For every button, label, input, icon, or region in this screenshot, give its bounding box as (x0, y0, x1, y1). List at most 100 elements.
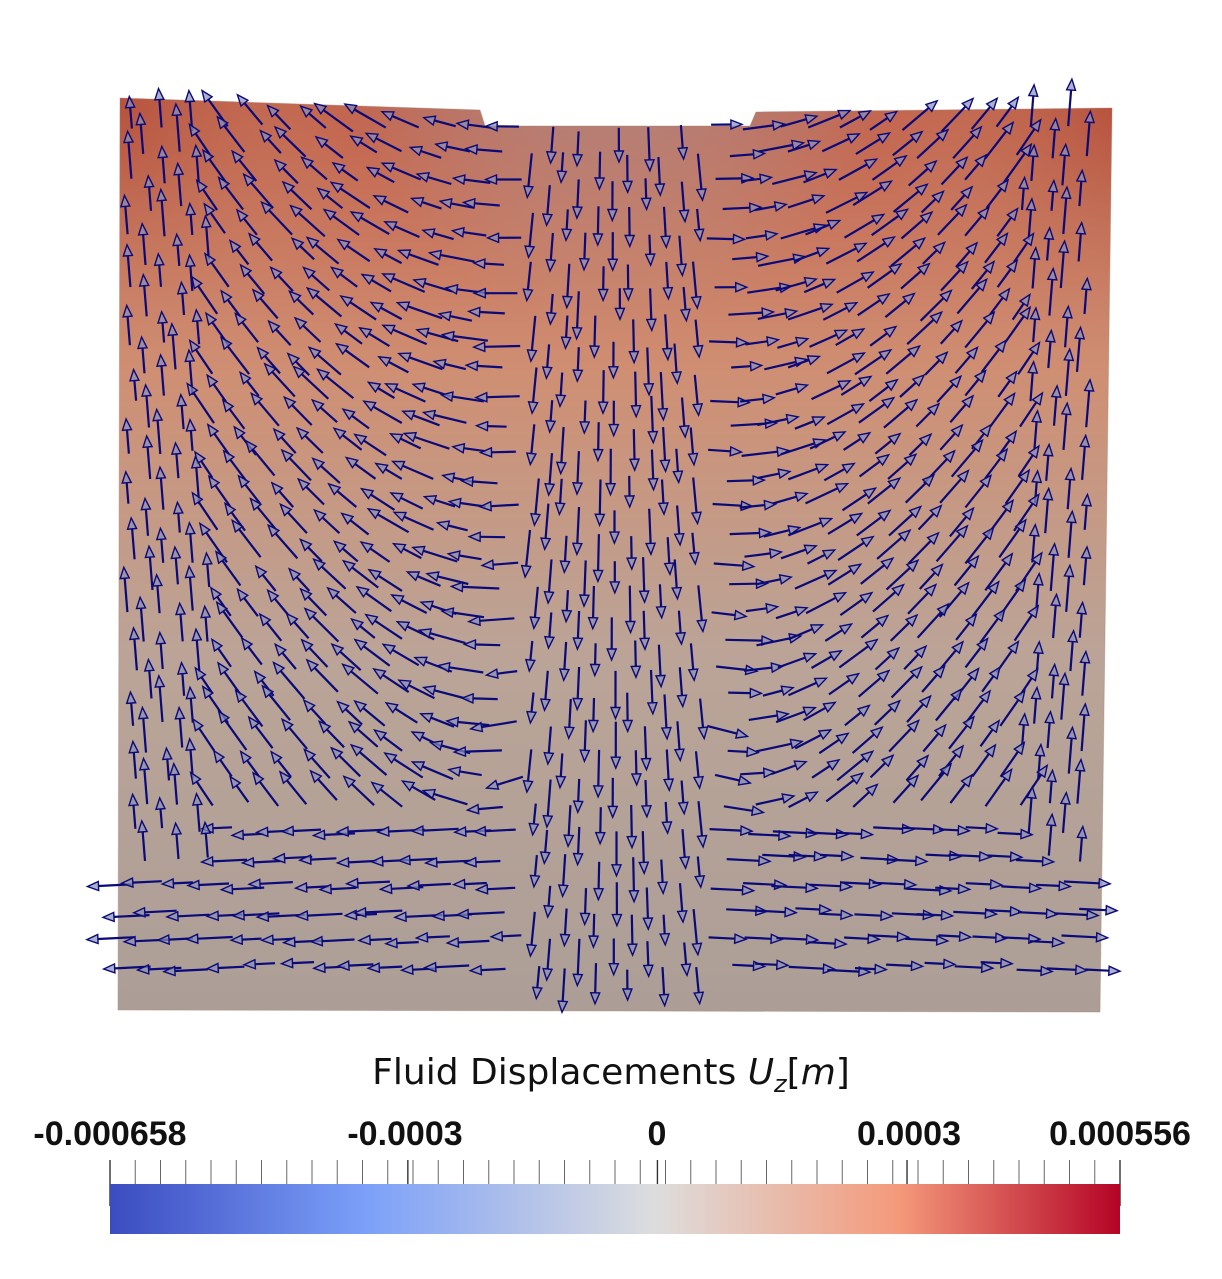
displacement-arrow (288, 290, 315, 316)
displacement-arrow (571, 131, 584, 168)
displacement-arrow (920, 762, 953, 802)
displacement-arrow (357, 934, 392, 946)
displacement-arrow (949, 394, 975, 424)
displacement-arrow (594, 479, 606, 528)
displacement-arrow (571, 507, 583, 557)
displacement-arrow (860, 557, 895, 585)
displacement-arrow (222, 449, 248, 482)
displacement-arrow (559, 908, 571, 948)
displacement-arrow (572, 347, 584, 384)
displacement-arrow (871, 154, 908, 181)
displacement-arrow (572, 826, 584, 867)
displacement-arrow (242, 172, 274, 209)
displacement-arrow (556, 152, 568, 185)
displacement-arrow (661, 314, 673, 362)
displacement-arrow (900, 210, 934, 240)
displacement-arrow (1079, 433, 1091, 480)
colorbar-gradient (110, 1184, 1120, 1234)
displacement-arrow (270, 750, 292, 778)
displacement-arrow (312, 557, 347, 590)
displacement-arrow (165, 910, 210, 922)
displacement-arrow (818, 732, 850, 755)
displacement-arrow (459, 476, 498, 488)
displacement-arrow (300, 638, 329, 668)
displacement-arrow (1046, 768, 1058, 804)
displacement-arrow (810, 649, 843, 669)
displacement-arrow (984, 552, 1014, 592)
displacement-arrow (336, 700, 363, 726)
displacement-arrow (714, 281, 749, 293)
displacement-arrow (855, 132, 892, 155)
displacement-arrow (657, 371, 669, 422)
displacement-arrow (410, 825, 459, 837)
displacement-arrow (728, 307, 776, 319)
displacement-arrow (297, 854, 337, 866)
displacement-arrow (307, 346, 342, 376)
displacement-arrow (777, 652, 818, 669)
displacement-arrow (843, 213, 886, 239)
displacement-arrow (184, 253, 196, 291)
displacement-arrow (907, 159, 938, 187)
displacement-arrow (935, 524, 969, 563)
displacement-arrow (856, 509, 892, 537)
displacement-arrow (137, 335, 149, 374)
displacement-arrow (794, 729, 833, 750)
displacement-arrow (523, 153, 535, 200)
displacement-arrow (1004, 468, 1031, 505)
displacement-arrow (841, 487, 878, 512)
displacement-arrow (353, 433, 387, 457)
displacement-arrow (597, 370, 609, 416)
displacement-arrow (137, 819, 149, 861)
displacement-arrow (696, 585, 708, 634)
displacement-arrow (593, 861, 605, 902)
displacement-arrow (364, 132, 402, 153)
displacement-arrow (856, 235, 896, 263)
displacement-arrow (626, 914, 638, 958)
displacement-arrow (807, 109, 852, 129)
displacement-arrow (1017, 908, 1060, 920)
displacement-arrow (522, 749, 534, 794)
displacement-arrow (350, 617, 376, 639)
displacement-arrow (450, 226, 487, 238)
displacement-arrow (421, 228, 454, 241)
displacement-arrow (172, 232, 184, 266)
displacement-arrow (950, 438, 984, 478)
displacement-arrow (997, 370, 1018, 398)
displacement-arrow (238, 370, 260, 397)
displacement-arrow (266, 523, 299, 560)
displacement-arrow (805, 482, 850, 505)
displacement-arrow (1011, 292, 1031, 321)
displacement-arrow (251, 771, 280, 807)
displacement-arrow (706, 233, 747, 245)
displacement-arrow (281, 180, 313, 211)
displacement-arrow (937, 203, 968, 236)
displacement-arrow (355, 585, 392, 613)
displacement-arrow (203, 252, 230, 288)
displacement-arrow (349, 135, 378, 154)
displacement-arrow (191, 717, 216, 752)
displacement-arrow (383, 383, 426, 403)
displacement-arrow (680, 942, 692, 978)
displacement-arrow (964, 369, 987, 397)
displacement-arrow (869, 754, 895, 779)
displacement-arrow (138, 756, 150, 805)
displacement-arrow (857, 669, 891, 698)
displacement-arrow (578, 232, 590, 272)
displacement-arrow (1047, 178, 1059, 211)
displacement-arrow (396, 854, 436, 866)
displacement-arrow (1046, 266, 1058, 316)
displacement-arrow (191, 143, 203, 185)
displacement-arrow (788, 963, 837, 975)
displacement-arrow (740, 173, 774, 185)
displacement-arrow (589, 643, 601, 678)
displacement-arrow (1054, 909, 1101, 921)
displacement-arrow (439, 391, 484, 403)
displacement-arrow (1079, 904, 1119, 916)
displacement-arrow (383, 221, 420, 239)
displacement-arrow (484, 120, 519, 132)
displacement-arrow (342, 775, 375, 806)
displacement-arrow (821, 133, 861, 153)
displacement-arrow (887, 453, 918, 480)
displacement-arrow (866, 262, 903, 289)
displacement-arrow (188, 338, 214, 375)
